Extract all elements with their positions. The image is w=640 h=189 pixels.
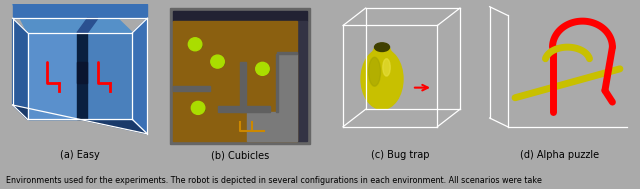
Polygon shape <box>173 11 307 21</box>
Ellipse shape <box>374 43 390 51</box>
Polygon shape <box>77 62 88 83</box>
Text: Environments used for the experiments. The robot is depicted in several configur: Environments used for the experiments. T… <box>6 177 542 185</box>
Bar <box>173 86 210 91</box>
Ellipse shape <box>373 44 391 62</box>
Text: (b) Cubicles: (b) Cubicles <box>211 150 269 160</box>
Polygon shape <box>248 112 297 141</box>
Polygon shape <box>88 33 132 119</box>
Ellipse shape <box>383 59 390 76</box>
Circle shape <box>191 101 205 114</box>
Bar <box>218 106 270 112</box>
Bar <box>276 54 278 112</box>
Polygon shape <box>13 18 28 119</box>
Polygon shape <box>28 33 77 119</box>
Polygon shape <box>13 105 147 134</box>
Bar <box>278 52 297 54</box>
Polygon shape <box>278 54 297 112</box>
Ellipse shape <box>361 49 403 109</box>
Polygon shape <box>28 33 132 119</box>
Bar <box>240 62 246 112</box>
Polygon shape <box>77 33 88 119</box>
Polygon shape <box>173 21 297 141</box>
Circle shape <box>256 62 269 75</box>
Polygon shape <box>132 18 147 134</box>
Polygon shape <box>297 21 307 141</box>
Ellipse shape <box>369 57 381 86</box>
Circle shape <box>211 55 224 68</box>
Text: (a) Easy: (a) Easy <box>60 150 100 160</box>
Polygon shape <box>13 4 132 33</box>
Text: (d) Alpha puzzle: (d) Alpha puzzle <box>520 150 600 160</box>
Ellipse shape <box>258 69 270 73</box>
Ellipse shape <box>191 44 202 49</box>
Ellipse shape <box>193 108 205 112</box>
Text: (c) Bug trap: (c) Bug trap <box>371 150 429 160</box>
Ellipse shape <box>213 62 225 66</box>
Polygon shape <box>77 18 98 33</box>
Polygon shape <box>170 8 310 144</box>
Circle shape <box>188 38 202 51</box>
Polygon shape <box>13 4 147 18</box>
